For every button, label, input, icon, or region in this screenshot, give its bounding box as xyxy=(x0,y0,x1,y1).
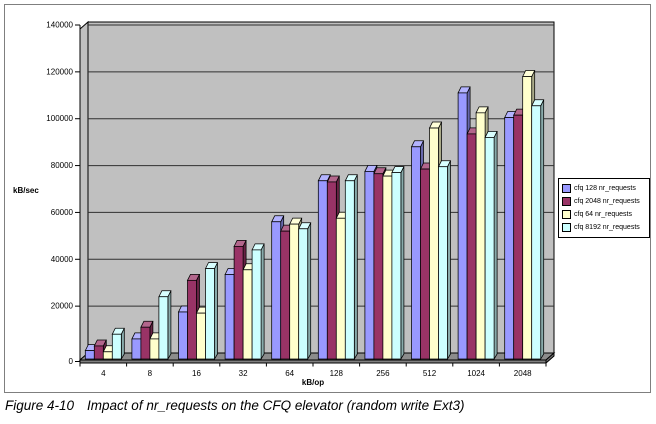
bar-cfq-128-nr_requests-32 xyxy=(224,274,235,360)
bar-cfq-2048-nr_requests-8 xyxy=(140,326,151,360)
bar-cfq-8192-nr_requests-256 xyxy=(391,172,402,360)
y-tick-label: 100000 xyxy=(46,114,73,123)
x-tick-label: 32 xyxy=(239,369,248,378)
legend-item: cfq 2048 nr_requests xyxy=(562,195,647,208)
bar-cfq-8192-nr_requests-32 xyxy=(251,249,262,360)
bar-cfq-8192-nr_requests-256-side xyxy=(400,166,405,361)
bar-cfq-128-nr_requests-8 xyxy=(131,338,142,360)
bar-cfq-2048-nr_requests-128 xyxy=(326,181,337,360)
floor-side xyxy=(545,351,555,365)
bar-cfq-128-nr_requests-64 xyxy=(271,221,282,360)
bar-cfq-64-nr_requests-256 xyxy=(382,175,393,360)
legend-item: cfq 128 nr_requests xyxy=(562,182,647,195)
bar-cfq-64-nr_requests-64 xyxy=(289,223,300,360)
bar-cfq-8192-nr_requests-64-side xyxy=(307,222,312,361)
legend-swatch-icon xyxy=(562,197,571,206)
x-tick-label: 16 xyxy=(192,369,201,378)
bar-cfq-8192-nr_requests-512 xyxy=(438,166,448,360)
legend-label: cfq 64 nr_requests xyxy=(574,211,632,218)
x-tick-label: 128 xyxy=(330,369,344,378)
legend-swatch-icon xyxy=(562,184,571,193)
y-tick-label: 140000 xyxy=(46,21,73,30)
x-tick-label: 512 xyxy=(423,369,437,378)
x-tick-label: 2048 xyxy=(514,369,532,378)
bar-cfq-8192-nr_requests-32-side xyxy=(260,243,265,361)
bar-cfq-2048-nr_requests-32 xyxy=(233,245,244,360)
side-wall xyxy=(79,20,89,362)
bar-cfq-128-nr_requests-512 xyxy=(411,146,421,360)
bar-cfq-128-nr_requests-4 xyxy=(84,350,95,360)
bar-cfq-8192-nr_requests-4 xyxy=(111,333,122,360)
y-tick-label: 80000 xyxy=(51,161,74,170)
bar-cfq-64-nr_requests-2048 xyxy=(522,76,533,360)
x-tick-label: 4 xyxy=(101,369,106,378)
legend-label: cfq 128 nr_requests xyxy=(574,185,636,192)
y-tick-label: 0 xyxy=(69,357,74,366)
bar-cfq-64-nr_requests-16 xyxy=(196,312,206,360)
legend-label: cfq 8192 nr_requests xyxy=(574,224,640,231)
legend-swatch-icon xyxy=(562,210,571,219)
bar-cfq-8192-nr_requests-16-side xyxy=(214,262,218,361)
x-tick-label: 64 xyxy=(285,369,294,378)
figure-caption: Figure 4-10 Impact of nr_requests on the … xyxy=(5,398,464,413)
bar-cfq-2048-nr_requests-1024 xyxy=(466,133,477,360)
bar-cfq-8192-nr_requests-2048 xyxy=(531,105,542,360)
bar-cfq-64-nr_requests-512 xyxy=(429,127,439,360)
bar-cfq-8192-nr_requests-8-side xyxy=(167,290,172,361)
bar-cfq-2048-nr_requests-4 xyxy=(93,345,104,360)
x-tick-label: 256 xyxy=(376,369,390,378)
bar-cfq-64-nr_requests-32 xyxy=(242,269,253,360)
bar-cfq-64-nr_requests-4 xyxy=(102,351,113,360)
bar-cfq-8192-nr_requests-1024 xyxy=(484,137,495,360)
figure-caption-text: Impact of nr_requests on the CFQ elevato… xyxy=(87,398,465,413)
bar-cfq-2048-nr_requests-16 xyxy=(187,279,197,360)
bar-cfq-128-nr_requests-1024 xyxy=(457,92,468,360)
x-axis-title: kB/op xyxy=(301,378,325,387)
legend-swatch-icon xyxy=(562,223,571,232)
bar-cfq-8192-nr_requests-1024-side xyxy=(493,131,498,361)
bar-cfq-2048-nr_requests-256 xyxy=(373,173,384,360)
y-tick-label: 120000 xyxy=(46,67,73,76)
legend-label: cfq 2048 nr_requests xyxy=(574,198,640,205)
y-axis-title: kB/sec xyxy=(13,186,39,195)
bar-cfq-2048-nr_requests-64 xyxy=(280,230,291,360)
bar-cfq-128-nr_requests-256 xyxy=(364,171,375,360)
bar-cfq-64-nr_requests-8 xyxy=(149,338,160,360)
y-tick-label: 40000 xyxy=(51,255,74,264)
bar-cfq-8192-nr_requests-2048-side xyxy=(540,99,545,361)
x-tick-label: 1024 xyxy=(467,369,485,378)
bar-cfq-8192-nr_requests-128-side xyxy=(353,174,358,361)
bar-cfq-64-nr_requests-1024 xyxy=(475,112,486,360)
bar-cfq-8192-nr_requests-128 xyxy=(344,180,355,360)
bar-cfq-128-nr_requests-2048 xyxy=(504,117,515,360)
figure-caption-label: Figure 4-10 xyxy=(5,398,75,413)
bar-chart: 0 20000 40000 60000 80000 100000 120000 140000 4… xyxy=(46,20,556,378)
bar-cfq-2048-nr_requests-2048 xyxy=(513,114,524,360)
y-tick-label: 60000 xyxy=(51,208,74,217)
bar-cfq-128-nr_requests-128 xyxy=(317,180,328,360)
bar-cfq-128-nr_requests-16 xyxy=(178,311,188,360)
x-tick-label: 8 xyxy=(148,369,153,378)
legend-item: cfq 8192 nr_requests xyxy=(562,221,647,234)
bar-cfq-8192-nr_requests-16 xyxy=(205,268,215,360)
legend-item: cfq 64 nr_requests xyxy=(562,208,647,221)
floor-front xyxy=(79,359,547,364)
bar-cfq-8192-nr_requests-64 xyxy=(298,228,309,360)
y-tick-label: 20000 xyxy=(51,302,74,311)
bar-cfq-2048-nr_requests-512 xyxy=(420,168,430,360)
bar-cfq-8192-nr_requests-512-side xyxy=(447,160,451,361)
bar-cfq-8192-nr_requests-8 xyxy=(158,296,169,360)
bar-cfq-64-nr_requests-128 xyxy=(335,217,346,360)
